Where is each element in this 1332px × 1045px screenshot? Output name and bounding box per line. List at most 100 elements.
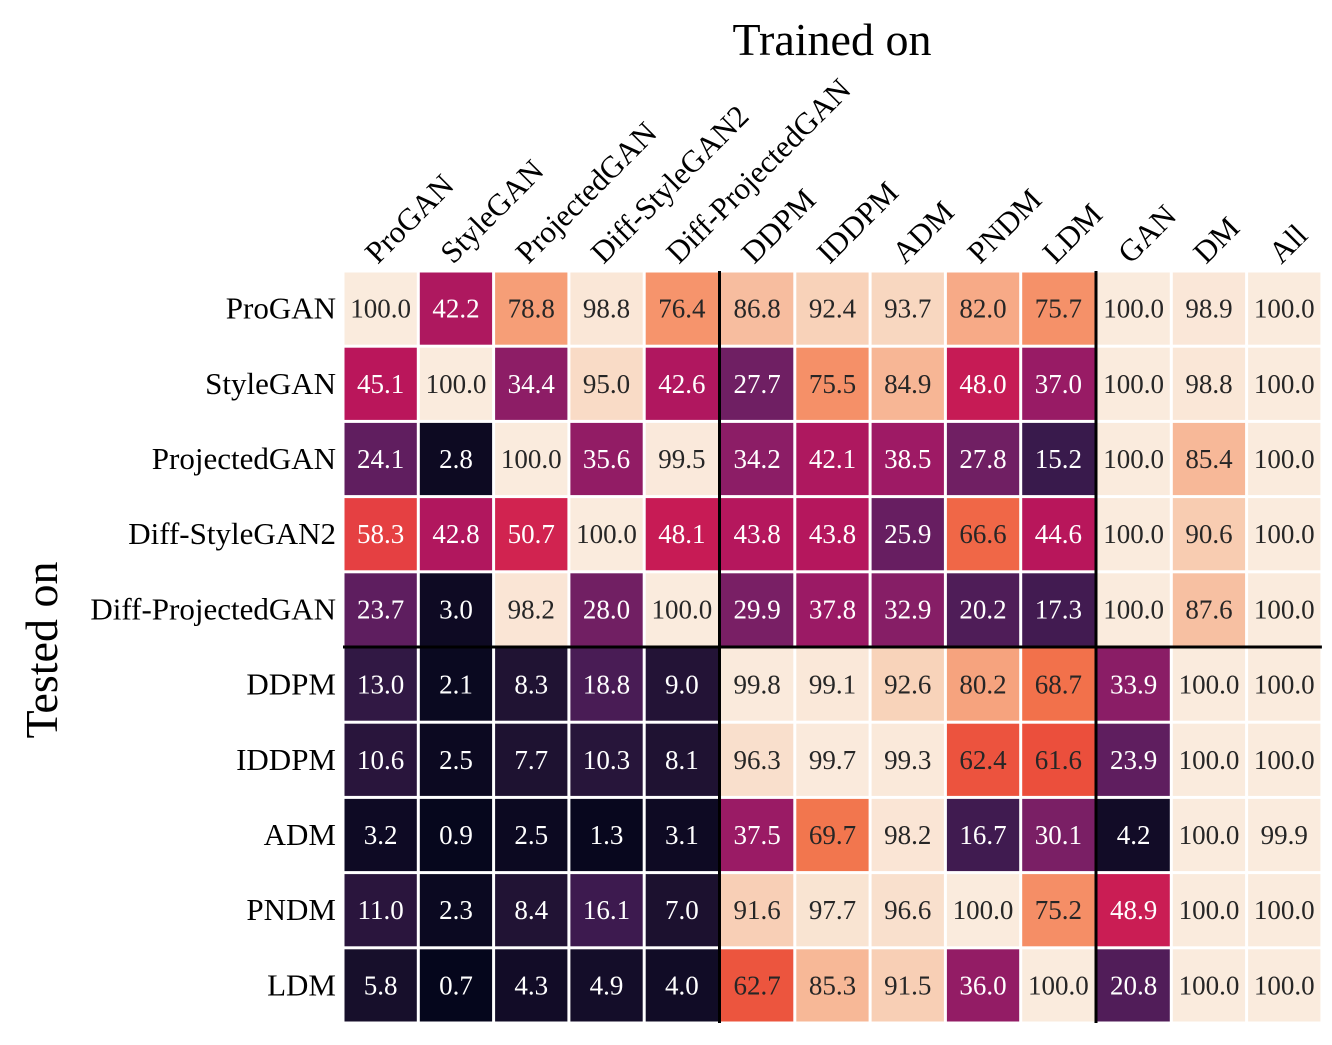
cell-value-label: 42.6 [658,369,705,399]
cell-value-label: 7.7 [514,745,548,775]
cell-value-label: 44.6 [1035,519,1082,549]
heatmap-cell [1022,498,1095,571]
row-tick-labels: ProGAN StyleGAN ProjectedGAN Diff-StyleGAN2… [90,291,336,1003]
cell-value-label: 33.9 [1110,670,1157,700]
cell-value-labels: 100.0 42.2 78.8 98.8 76.4 86.8 92.4 93.7 82.0 75.… [350,294,1314,1001]
cell-value-label: 100.0 [1103,369,1164,399]
cell-value-label: 8.1 [665,745,699,775]
cell-value-label: 43.8 [809,519,856,549]
heatmap-cell [946,573,1020,646]
heatmap-cell [570,573,643,646]
heatmap-cell [1248,347,1321,420]
cell-value-label: 11.0 [358,895,404,925]
heatmap-cell [419,573,493,646]
column-tick-label: All [1261,217,1314,270]
cell-value-label: 10.6 [357,745,404,775]
cell-value-label: 42.1 [809,444,856,474]
row-tick-label: IDDPM [236,742,336,777]
heatmap-cell [796,949,869,1022]
heatmap-cell [419,347,493,420]
heatmap-cell [570,422,643,496]
heatmap-cell [871,498,944,571]
cell-value-label: 99.7 [809,745,856,775]
heatmap-cell [495,723,568,796]
heatmap-cell [1097,272,1170,345]
heatmap-cell [419,422,493,496]
column-tick-label: PNDM [960,182,1048,270]
heatmap-cell [495,573,568,646]
heatmap-cell [1172,498,1246,571]
row-tick-label: ProGAN [226,291,336,326]
cell-value-label: 48.1 [658,519,705,549]
heatmap-cell [796,723,869,796]
cell-value-label: 45.1 [357,369,404,399]
heatmap-cell [796,648,869,721]
heatmap-cell [495,874,568,947]
cell-value-label: 43.8 [734,519,781,549]
cell-value-label: 99.8 [734,670,781,700]
cell-value-label: 100.0 [1254,294,1315,324]
cell-value-label: 27.7 [734,369,781,399]
cell-value-label: 80.2 [959,670,1006,700]
row-tick-label: ProjectedGAN [152,441,336,476]
x-axis-title: Trained on [733,14,932,65]
cell-value-label: 75.7 [1035,294,1082,324]
cell-value-label: 100.0 [1179,745,1240,775]
heatmap-cell [721,798,794,872]
heatmap-cell [1172,422,1246,496]
heatmap-cell [871,874,944,947]
cell-value-label: 36.0 [959,970,1006,1000]
heatmap-cell [344,573,417,646]
heatmap-cell [1172,347,1246,420]
heatmap-cell [796,573,869,646]
cell-value-label: 17.3 [1035,594,1082,624]
heatmap-cell [645,272,718,345]
cell-value-label: 82.0 [959,294,1006,324]
cell-value-label: 50.7 [508,519,555,549]
heatmap-cell [946,723,1020,796]
row-tick-label: ADM [264,817,336,852]
cell-value-label: 100.0 [651,594,712,624]
cell-value-label: 34.4 [508,369,556,399]
heatmap-cell [721,422,794,496]
heatmap-cell [645,648,718,721]
cell-value-label: 100.0 [350,294,411,324]
cell-value-label: 42.2 [432,294,479,324]
cell-value-label: 68.7 [1035,670,1082,700]
heatmap-cell [871,723,944,796]
y-axis-title: Tested on [16,562,67,739]
cell-value-label: 38.5 [884,444,931,474]
cell-value-label: 98.8 [583,294,630,324]
heatmap-cell [344,798,417,872]
cell-value-label: 9.0 [665,670,699,700]
row-tick-label: Diff-StyleGAN2 [128,516,336,551]
cell-value-label: 23.7 [357,594,404,624]
cell-value-label: 3.0 [439,594,473,624]
cell-value-label: 20.2 [959,594,1006,624]
cell-value-label: 20.8 [1110,970,1157,1000]
heatmap-cell [570,648,643,721]
cell-value-label: 100.0 [1254,670,1315,700]
cell-value-label: 35.6 [583,444,630,474]
cell-value-label: 100.0 [501,444,562,474]
cell-value-label: 78.8 [508,294,555,324]
heatmap-cell [796,422,869,496]
cell-value-label: 85.3 [809,970,856,1000]
heatmap-cell [721,874,794,947]
cell-value-label: 97.7 [809,895,856,925]
cell-value-label: 28.0 [583,594,630,624]
cell-value-label: 25.9 [884,519,931,549]
cell-value-label: 100.0 [1179,820,1240,850]
heatmap-cell [570,347,643,420]
cell-value-label: 100.0 [1103,519,1164,549]
cell-value-label: 30.1 [1035,820,1082,850]
heatmap-cell [1022,874,1095,947]
heatmap-cell [721,347,794,420]
cell-value-label: 100.0 [576,519,637,549]
heatmap-cells [344,272,1321,1022]
cell-value-label: 98.8 [1185,369,1232,399]
heatmap-cell [1172,272,1246,345]
cell-value-label: 100.0 [1254,369,1315,399]
cell-value-label: 24.1 [357,444,404,474]
